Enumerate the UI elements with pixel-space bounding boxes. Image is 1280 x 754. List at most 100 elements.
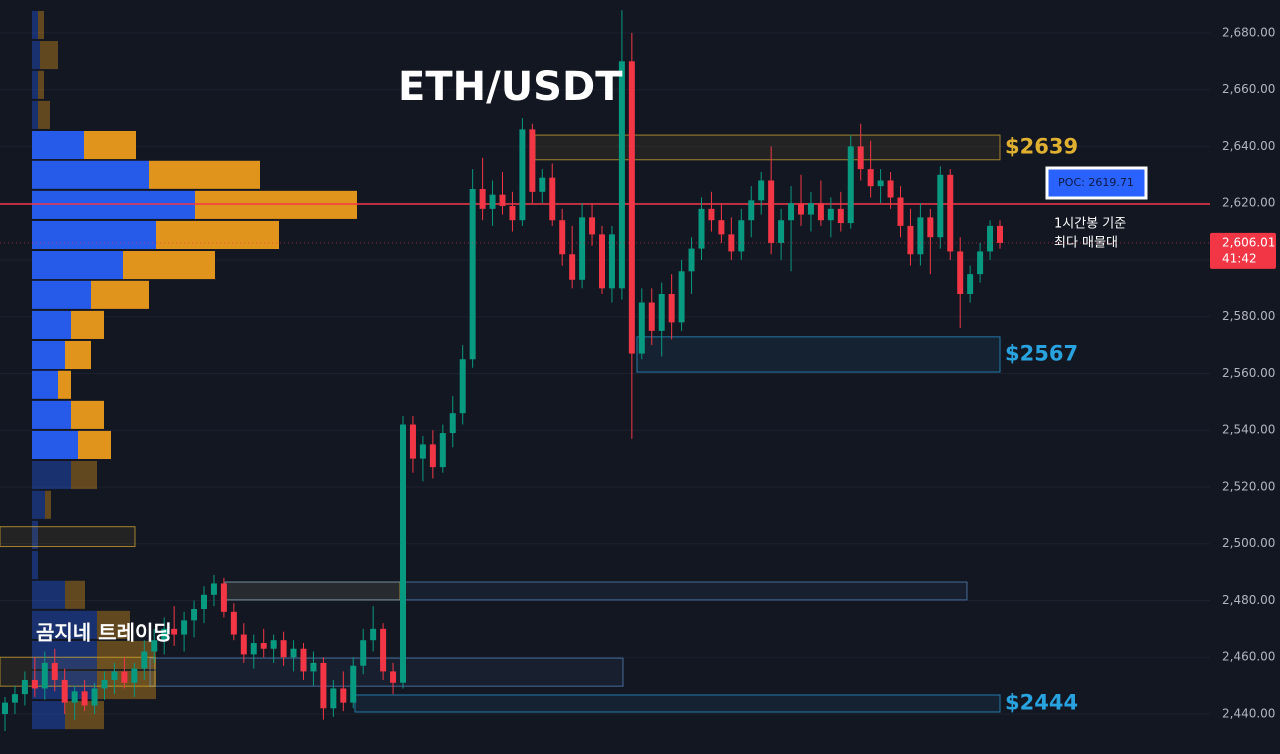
candle-body	[429, 444, 436, 468]
candle-body	[718, 220, 725, 235]
poc-note: 1시간봉 기준	[1054, 217, 1126, 232]
profile-buy	[32, 70, 38, 99]
candle-body	[81, 691, 88, 706]
y-tick-label: 2,520.00	[1222, 479, 1275, 493]
profile-sell	[38, 10, 44, 40]
candle-body	[250, 643, 257, 655]
candle-body	[171, 628, 178, 635]
profile-sell	[65, 580, 85, 609]
candle-body	[549, 177, 556, 221]
candle-body	[330, 688, 337, 709]
candle-body	[21, 679, 28, 695]
profile-sell	[91, 280, 149, 309]
y-tick-label: 2,500.00	[1222, 536, 1275, 550]
profile-sell	[45, 490, 51, 519]
last-price-tag	[1210, 232, 1276, 269]
poc-label: POC: 2619.71	[1058, 176, 1134, 189]
candle-body	[877, 180, 884, 187]
candle-body	[449, 413, 456, 434]
profile-buy	[32, 520, 38, 549]
candle-body	[111, 671, 118, 680]
candle-body	[479, 188, 486, 209]
profile-buy	[32, 580, 65, 609]
candle-body	[589, 217, 596, 235]
candle-body	[917, 217, 924, 255]
y-tick-label: 2,640.00	[1222, 139, 1275, 153]
candle-body	[887, 180, 894, 198]
countdown: 41:42	[1222, 251, 1257, 265]
candle-body	[738, 220, 745, 252]
candle-body	[728, 234, 735, 252]
profile-buy	[32, 10, 38, 40]
candle-body	[121, 671, 128, 683]
profile-sell	[71, 461, 97, 490]
candle-body	[618, 61, 625, 289]
profile-sell	[78, 430, 111, 460]
candle-body	[847, 146, 854, 224]
candle-body	[240, 634, 247, 655]
profile-buy	[32, 160, 149, 189]
candle-body	[210, 583, 217, 595]
profile-buy	[32, 340, 65, 370]
candle-body	[61, 679, 68, 703]
candle-body	[270, 640, 277, 649]
candle-body	[509, 206, 516, 221]
profile-buy	[32, 310, 71, 339]
profile-buy	[32, 550, 38, 580]
profile-sell	[71, 400, 104, 429]
candle-body	[758, 180, 765, 201]
candle-body	[708, 208, 715, 221]
candle-body	[300, 648, 307, 672]
candle-body	[260, 643, 267, 649]
profile-buy	[32, 220, 156, 250]
zone-label: $2567	[1005, 341, 1078, 365]
zone	[224, 581, 968, 601]
candle-body	[419, 444, 426, 459]
profile-buy	[32, 190, 195, 219]
candle-body	[201, 594, 207, 609]
profile-sell	[38, 100, 50, 129]
poc-note: 최다 매물대	[1054, 236, 1118, 251]
candle-body	[658, 293, 665, 331]
zone-label: $2639	[1005, 134, 1078, 158]
candle-body	[628, 61, 635, 354]
candle-body	[220, 583, 227, 612]
candle-body	[529, 129, 536, 192]
candle-body	[748, 200, 755, 221]
candle-body	[101, 679, 108, 689]
candle-body	[360, 640, 367, 666]
candle-body	[807, 203, 814, 215]
candle-body	[788, 203, 795, 221]
price-axis	[1210, 0, 1280, 754]
candle-body	[967, 274, 974, 294]
profile-sell	[38, 70, 44, 99]
candle-body	[439, 433, 446, 468]
candle-body	[599, 234, 605, 289]
candle-body	[688, 248, 695, 272]
profile-sell	[156, 220, 279, 250]
candle-body	[837, 208, 844, 224]
candle-body	[489, 194, 496, 209]
candle-body	[51, 662, 58, 680]
candle-body	[997, 225, 1003, 243]
candle-body	[181, 620, 188, 635]
candle-body	[608, 234, 615, 289]
profile-sell	[149, 160, 260, 189]
candle-body	[638, 302, 645, 354]
candle-body	[579, 217, 586, 280]
candle-body	[191, 608, 198, 621]
profile-buy	[32, 430, 78, 460]
candle-body	[569, 254, 576, 280]
profile-buy	[32, 41, 40, 70]
zone-label: $2444	[1005, 690, 1078, 714]
candle-body	[400, 424, 406, 683]
candle-body	[519, 129, 526, 221]
candle-body	[559, 220, 566, 255]
candle-body	[11, 694, 18, 703]
profile-buy	[32, 490, 45, 519]
candle-body	[370, 628, 377, 641]
candle-body	[867, 169, 874, 187]
candle-body	[539, 177, 546, 192]
y-tick-label: 2,460.00	[1222, 650, 1275, 664]
last-price-label: 2,606.01	[1222, 235, 1275, 249]
